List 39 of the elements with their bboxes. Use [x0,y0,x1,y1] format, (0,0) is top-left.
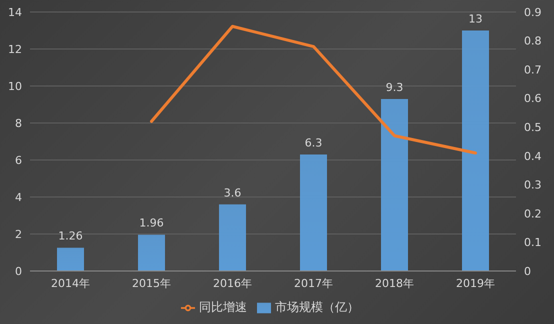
data-label: 1.26 [58,230,83,243]
line-series [150,24,477,155]
y-tick-label: 4 [15,190,22,204]
data-label: 9.3 [386,80,404,94]
y2-tick-label: 0.4 [524,150,542,163]
y2-tick-label: 0.6 [524,92,542,106]
bar [381,98,408,271]
bar [462,30,489,271]
x-tick-label: 2014年 [51,276,90,290]
y2-tick-label: 0 [524,264,531,278]
y-tick-label: 6 [15,154,22,167]
data-label: 6.3 [304,136,322,150]
y2-tick-label: 0.7 [524,63,542,76]
y2-tick-label: 0.1 [524,236,542,250]
x-tick-label: 2018年 [375,276,414,290]
y2-tick-label: 0.2 [524,207,542,220]
x-tick-label: 2016年 [213,276,252,290]
data-label: 13 [468,12,482,26]
x-tick-label: 2015年 [132,276,171,290]
y2-tick-label: 0.9 [524,6,542,19]
y-tick-label: 8 [15,116,22,130]
legend-label: 同比增速 [199,300,247,314]
y2-tick-label: 0.3 [524,178,542,192]
bar [57,248,84,271]
data-label: 1.96 [139,216,164,230]
y-tick-label: 0 [15,264,22,278]
y-tick-label: 2 [15,228,22,241]
x-tick-label: 2019年 [456,276,495,290]
legend-label: 市场规模（亿） [275,300,359,314]
y-tick-label: 10 [8,80,22,93]
y-tick-label: 12 [8,42,22,56]
y-tick-label: 14 [8,6,22,19]
x-tick-label: 2017年 [294,276,333,290]
y2-tick-label: 0.5 [524,121,542,134]
y2-tick-label: 0.8 [524,34,542,48]
bar [300,154,327,271]
bar [219,204,246,271]
data-label: 3.6 [224,186,242,200]
bar [138,234,165,271]
